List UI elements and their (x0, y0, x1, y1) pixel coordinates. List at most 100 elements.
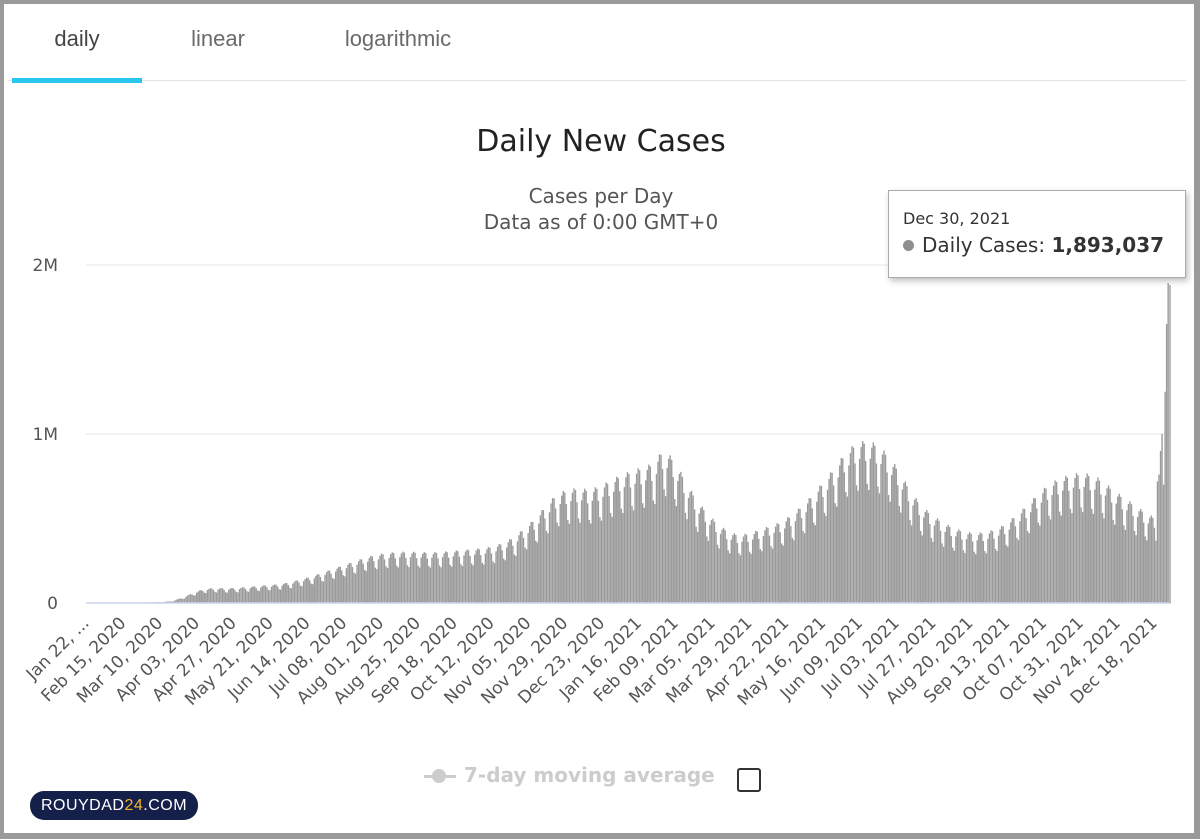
daily-bar[interactable] (405, 558, 407, 603)
daily-bar[interactable] (188, 594, 190, 603)
daily-bar[interactable] (747, 541, 749, 603)
daily-bar[interactable] (319, 576, 322, 603)
daily-bar[interactable] (935, 520, 937, 603)
daily-bar[interactable] (836, 506, 838, 603)
daily-bar[interactable] (536, 542, 538, 603)
daily-bar[interactable] (1046, 499, 1049, 603)
daily-bar[interactable] (382, 554, 384, 603)
daily-bar[interactable] (739, 555, 742, 603)
daily-bar[interactable] (360, 559, 363, 603)
daily-bar[interactable] (354, 573, 357, 603)
daily-bar[interactable] (428, 565, 430, 603)
daily-bar[interactable] (383, 559, 386, 603)
daily-bar[interactable] (489, 547, 491, 603)
daily-bar[interactable] (875, 463, 878, 603)
daily-bar[interactable] (286, 583, 288, 603)
daily-bar[interactable] (426, 558, 428, 603)
daily-bar[interactable] (724, 530, 726, 603)
daily-bar[interactable] (519, 531, 522, 603)
daily-bar[interactable] (897, 485, 899, 603)
daily-bar[interactable] (562, 491, 564, 603)
daily-bar[interactable] (868, 490, 870, 603)
daily-bar[interactable] (408, 567, 410, 603)
daily-bar[interactable] (605, 482, 607, 603)
daily-bar[interactable] (1149, 517, 1151, 603)
daily-bar[interactable] (269, 590, 271, 603)
daily-bar[interactable] (550, 503, 552, 603)
daily-bar[interactable] (324, 574, 326, 603)
daily-bar[interactable] (431, 557, 433, 603)
daily-bar[interactable] (611, 516, 613, 603)
daily-bar[interactable] (869, 458, 871, 603)
daily-bar[interactable] (1130, 504, 1133, 603)
daily-bar[interactable] (820, 485, 823, 603)
daily-bar[interactable] (522, 537, 525, 603)
daily-bar[interactable] (467, 550, 470, 603)
daily-bar[interactable] (967, 534, 969, 603)
daily-bar[interactable] (756, 531, 758, 603)
daily-bar[interactable] (295, 580, 297, 603)
daily-bar[interactable] (223, 590, 225, 603)
daily-bar[interactable] (1132, 515, 1134, 603)
daily-bar[interactable] (927, 512, 930, 603)
daily-bar[interactable] (1057, 494, 1059, 603)
daily-bar[interactable] (910, 525, 913, 603)
daily-bar[interactable] (909, 519, 911, 603)
daily-bar[interactable] (1100, 494, 1102, 603)
daily-bar[interactable] (658, 454, 661, 603)
daily-bar[interactable] (1025, 518, 1027, 603)
daily-bar[interactable] (1161, 434, 1163, 603)
daily-bar[interactable] (698, 513, 700, 603)
daily-bar[interactable] (692, 495, 694, 603)
daily-bar[interactable] (483, 564, 485, 603)
daily-bar[interactable] (194, 595, 196, 603)
daily-bar[interactable] (399, 557, 401, 603)
daily-bar[interactable] (515, 555, 517, 603)
daily-bar[interactable] (533, 529, 535, 603)
daily-bar[interactable] (1092, 513, 1094, 603)
daily-bar[interactable] (376, 569, 378, 603)
daily-bar[interactable] (846, 496, 849, 603)
daily-bar[interactable] (538, 523, 540, 603)
daily-bar[interactable] (788, 517, 791, 603)
daily-bar[interactable] (298, 582, 300, 603)
daily-bar[interactable] (961, 539, 963, 603)
daily-bar[interactable] (898, 505, 900, 603)
daily-bar[interactable] (912, 505, 914, 603)
daily-bar[interactable] (1030, 512, 1032, 603)
daily-bar[interactable] (773, 532, 775, 603)
daily-bar[interactable] (687, 497, 690, 603)
daily-bar[interactable] (1075, 473, 1078, 603)
daily-bar[interactable] (777, 524, 780, 603)
daily-bar[interactable] (939, 530, 942, 603)
daily-bar[interactable] (263, 585, 265, 603)
daily-bar[interactable] (637, 468, 639, 603)
daily-bar[interactable] (318, 574, 320, 603)
daily-bar[interactable] (648, 464, 650, 603)
daily-bar[interactable] (244, 589, 247, 603)
daily-bar[interactable] (353, 572, 355, 603)
daily-bar[interactable] (299, 585, 302, 603)
daily-bar[interactable] (396, 565, 398, 603)
daily-bar[interactable] (377, 559, 380, 603)
daily-bar[interactable] (923, 517, 925, 603)
daily-bar[interactable] (334, 571, 337, 603)
daily-bar[interactable] (690, 490, 693, 603)
daily-bar[interactable] (903, 483, 905, 603)
daily-bar[interactable] (845, 492, 847, 603)
daily-bar[interactable] (209, 588, 212, 603)
daily-bar[interactable] (762, 536, 765, 603)
daily-bar[interactable] (895, 468, 897, 603)
daily-bar[interactable] (765, 527, 768, 603)
daily-bar[interactable] (266, 587, 268, 603)
daily-bar[interactable] (693, 509, 696, 603)
daily-bar[interactable] (518, 535, 520, 603)
daily-bar[interactable] (1037, 522, 1039, 603)
daily-bar[interactable] (906, 486, 908, 603)
daily-bar[interactable] (874, 445, 876, 603)
daily-bar[interactable] (736, 542, 739, 603)
daily-bar[interactable] (761, 551, 763, 603)
daily-bar[interactable] (480, 555, 482, 603)
daily-bar[interactable] (414, 552, 416, 603)
daily-bar[interactable] (590, 523, 592, 603)
